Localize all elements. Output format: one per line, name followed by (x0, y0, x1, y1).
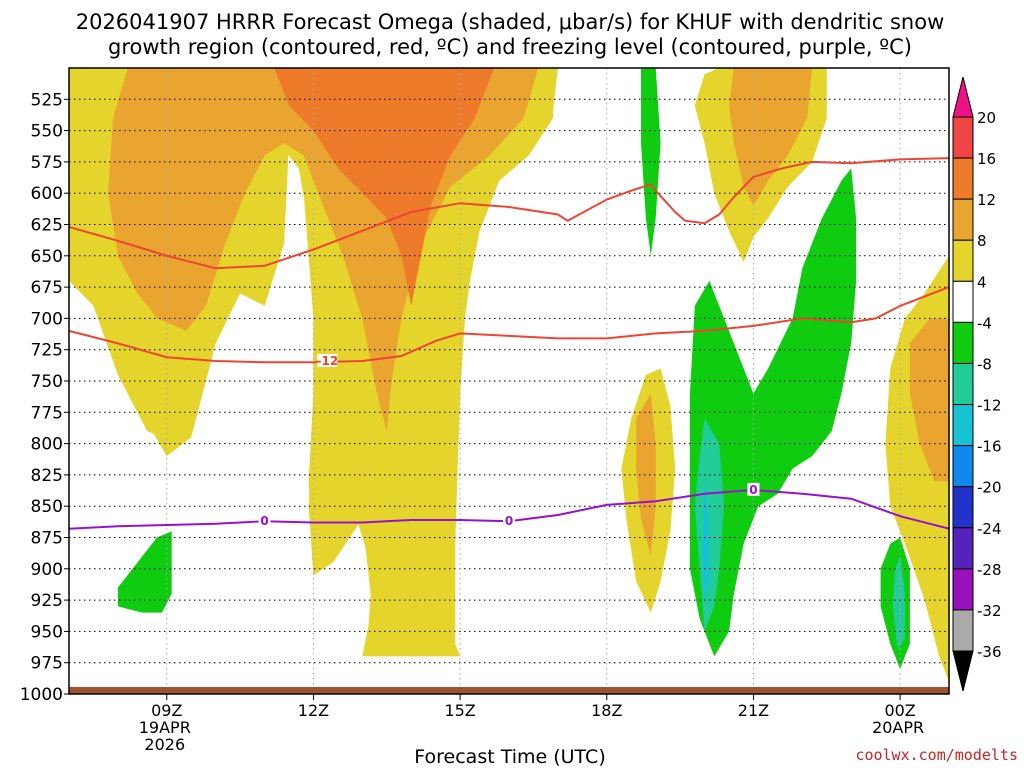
colorbar-bin-3 (952, 239, 974, 282)
colorbar-label-7: -12 (977, 397, 1002, 415)
chart-title-line2: growth region (contoured, red, ºC) and f… (108, 35, 912, 59)
chart-title-line1: 2026041907 HRRR Forecast Omega (shaded, … (76, 10, 945, 34)
colorbar-label-3: 8 (977, 232, 987, 250)
y-tick-label-800: 800 (31, 435, 63, 455)
colorbar-label-12: -32 (977, 602, 1002, 620)
contours: -12 0 0 0 (69, 157, 949, 530)
colorbar-bin-11 (952, 568, 974, 611)
x-tick-label-12Z: 12Z (298, 701, 329, 720)
freezing-contour-label-2: 0 (749, 483, 757, 497)
y-tick-label-975: 975 (31, 654, 63, 674)
freezing-label-bg-0 (258, 514, 271, 528)
y-tick-label-825: 825 (31, 466, 63, 486)
y-tick-label-600: 600 (31, 184, 63, 204)
colorbar: 20 16 12 8 4 -4 -8 -12 -16 -20 -24 -28 -32 -36 (952, 76, 1002, 692)
colorbar-bin-0 (952, 116, 974, 159)
y-tick-label-925: 925 (31, 591, 63, 611)
colorbar-label-10: -24 (977, 520, 1002, 538)
y-tick-label-650: 650 (31, 247, 63, 267)
grid-lines (69, 68, 949, 694)
omega-region-6 (636, 393, 656, 557)
y-tick-label-550: 550 (31, 122, 63, 142)
x-tick-label-18Z: 18Z (591, 701, 622, 720)
y-tick-label-775: 775 (31, 403, 63, 423)
colorbar-bin-8 (952, 445, 974, 488)
y-tick-label-525: 525 (31, 90, 63, 110)
freezing-label-bg-1 (503, 514, 515, 528)
x-tick-sublabel-20APR: 20APR (872, 718, 924, 737)
omega-region-15 (892, 556, 905, 651)
dgz-label-bg-0 (317, 353, 338, 367)
omega-region-7 (909, 318, 949, 482)
x-tick-label-21Z: 21Z (738, 701, 769, 720)
colorbar-bin-4 (952, 280, 974, 323)
y-tick-label-750: 750 (31, 372, 63, 392)
y-tick-label-575: 575 (31, 153, 63, 173)
omega-region-16 (702, 481, 710, 601)
x-tick-label-15Z: 15Z (444, 701, 475, 720)
colorbar-bin-7 (952, 404, 974, 447)
y-tick-label-625: 625 (31, 216, 63, 236)
colorbar-label-13: -36 (977, 643, 1002, 661)
colorbar-bin-10 (952, 527, 974, 570)
omega-region-10 (641, 68, 661, 256)
omega-region-8 (729, 68, 813, 206)
ground-layer (69, 687, 949, 694)
y-tick-label-1000: 1000 (20, 685, 63, 705)
credit-link[interactable]: coolwx.com/modelts (855, 746, 1018, 764)
y-axis: 525 550 575 600 625 650 675 700 725 750 775 800 825 8… (20, 90, 69, 705)
colorbar-label-5: -4 (977, 314, 992, 332)
x-tick-label-00Z: 00Z (884, 701, 915, 720)
colorbar-bin-1 (952, 157, 974, 200)
colorbar-label-11: -28 (977, 561, 1002, 579)
freezing-label-bg-2 (747, 482, 760, 496)
dgz-contour-label-0: -12 (316, 354, 338, 368)
dgz-contour-1 (69, 157, 949, 270)
colorbar-bottom-arrow (952, 650, 974, 692)
omega-region-12 (117, 531, 172, 613)
x-tick-sublabel-19APR: 19APR (139, 718, 191, 737)
y-tick-label-725: 725 (31, 341, 63, 361)
colorbar-label-8: -16 (977, 438, 1002, 456)
colorbar-bin-2 (952, 198, 974, 241)
omega-region-11 (689, 168, 857, 657)
y-tick-label-875: 875 (31, 529, 63, 549)
colorbar-bin-6 (952, 362, 974, 406)
colorbar-label-9: -20 (977, 479, 1002, 497)
freezing-contour-label-1: 0 (505, 514, 513, 528)
colorbar-bin-12 (952, 609, 974, 652)
freezing-contour-label-0: 0 (260, 514, 268, 528)
colorbar-label-4: 4 (977, 273, 987, 291)
omega-region-9 (274, 68, 495, 306)
y-tick-label-900: 900 (31, 560, 63, 580)
ground-strip (69, 687, 949, 694)
x-tick-sublabel-2026: 2026 (144, 735, 185, 754)
y-tick-label-700: 700 (31, 309, 63, 329)
x-axis-title: Forecast Time (UTC) (414, 746, 605, 768)
y-tick-label-950: 950 (31, 622, 63, 642)
y-tick-label-675: 675 (31, 278, 63, 298)
colorbar-label-6: -8 (977, 355, 992, 373)
colorbar-label-2: 12 (977, 191, 996, 209)
y-tick-label-850: 850 (31, 497, 63, 517)
colorbar-label-1: 16 (977, 150, 996, 168)
x-tick-label-09Z: 09Z (151, 701, 182, 720)
colorbar-label-0: 20 (977, 109, 996, 127)
omega-region-14 (694, 418, 725, 632)
colorbar-bin-9 (952, 486, 974, 529)
colorbar-top-arrow (952, 76, 974, 118)
dgz-contour-0 (69, 286, 949, 364)
colorbar-bin-5 (952, 321, 974, 364)
